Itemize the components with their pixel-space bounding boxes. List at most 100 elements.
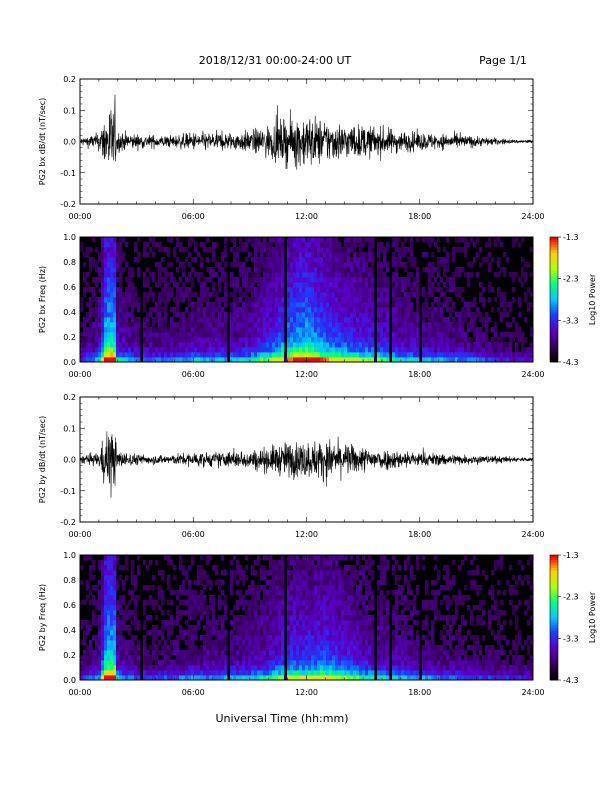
spectrogram-cell [182,327,185,332]
spectrogram-cell [191,342,194,347]
spectrogram-cell [305,282,308,287]
spectrogram-cell [377,317,380,322]
spectrogram-cell [392,352,395,357]
spectrogram-cell [104,257,107,262]
spectrogram-cell [110,332,113,337]
spectrogram-cell [326,277,329,282]
spectrogram-cell [104,670,107,675]
spectrogram-cell [122,660,125,665]
spectrogram-cell [344,660,347,665]
spectrogram-cell [248,640,251,645]
spectrogram-cell [164,272,167,277]
spectrogram-cell [269,287,272,292]
spectrogram-cell [314,352,317,357]
spectrogram-cell [317,565,320,570]
spectrogram-cell [182,352,185,357]
spectrogram-cell [356,292,359,297]
spectrogram-cell [224,277,227,282]
spectrogram-cell [155,560,158,565]
spectrogram-cell [83,337,86,342]
spectrogram-cell [110,247,113,252]
spectrogram-cell [437,272,440,277]
spectrogram-cell [467,242,470,247]
spectrogram-cell [344,565,347,570]
spectrogram-cell [515,272,518,277]
spectrogram-cell [458,272,461,277]
spectrogram-cell [236,630,239,635]
spectrogram-cell [110,302,113,307]
spectrogram-cell [401,337,404,342]
spectrogram-cell [110,605,113,610]
spectrogram-cell [179,565,182,570]
spectrogram-cell [341,292,344,297]
spectrogram-cell [302,555,305,560]
spectrogram-cell [329,282,332,287]
spectrogram-cell [236,560,239,565]
spectrogram-cell [215,332,218,337]
spectrogram-cell [371,292,374,297]
spectrogram-cell [446,327,449,332]
spectrogram-cell [332,650,335,655]
spectrogram-cell [317,342,320,347]
spectrogram-cell [404,322,407,327]
spectrogram-cell [320,332,323,337]
spectrogram-cell [398,297,401,302]
spectrogram-cell [83,317,86,322]
spectrogram-cell [380,267,383,272]
spectrogram-cell [470,312,473,317]
colorbar-segment [550,263,558,266]
spectrogram-cell [362,337,365,342]
spectrogram-cell [191,282,194,287]
spectrogram-cell [95,317,98,322]
spectrogram-cell [269,282,272,287]
spectrogram-cell [416,302,419,307]
spectrogram-cell [386,317,389,322]
spectrogram-cell [122,312,125,317]
spectrogram-cell [251,585,254,590]
spectrogram-cell [287,670,290,675]
spectrogram-cell [413,257,416,262]
spectrogram-cell [107,555,110,560]
spectrogram-cell [446,317,449,322]
spectrogram-cell [221,635,224,640]
spectrogram-cell [134,605,137,610]
spectrogram-cell [281,630,284,635]
spectrogram-cell [242,600,245,605]
spectrogram-cell [356,262,359,267]
spectrogram-cell [293,262,296,267]
spectrogram-cell [257,287,260,292]
spectrogram-cell [254,237,257,242]
spectrogram-cell [362,342,365,347]
spectrogram-cell [428,347,431,352]
spectrogram-cell [323,670,326,675]
spectrogram-cell [290,655,293,660]
spectrogram-cell [155,660,158,665]
spectrogram-cell [308,645,311,650]
spectrogram-cell [164,620,167,625]
spectrogram-cell [104,307,107,312]
spectrogram-cell [182,630,185,635]
spectrogram-cell [296,650,299,655]
spectrogram-cell [452,257,455,262]
spectrogram-cell [428,277,431,282]
spectrogram-cell [104,625,107,630]
spectrogram-cell [245,257,248,262]
spectrogram-cell [380,292,383,297]
spectrogram-cell [254,630,257,635]
spectrogram-cell [359,282,362,287]
spectrogram-cell [362,252,365,257]
spectrogram-cell [131,565,134,570]
spectrogram-cell [317,297,320,302]
figure-title: 2018/12/31 00:00-24:00 UT [199,54,352,67]
spectrogram-cell [422,237,425,242]
spectrogram-cell [359,342,362,347]
spectrogram-cell [116,327,119,332]
y-tick-label: 0.0 [63,138,76,147]
spectrogram-cell [251,610,254,615]
spectrogram-cell [251,625,254,630]
spectrogram-cell [437,257,440,262]
page-indicator: Page 1/1 [479,54,527,67]
spectrogram-cell [449,287,452,292]
spectrogram-cell [80,620,83,625]
spectrogram-cell [269,630,272,635]
